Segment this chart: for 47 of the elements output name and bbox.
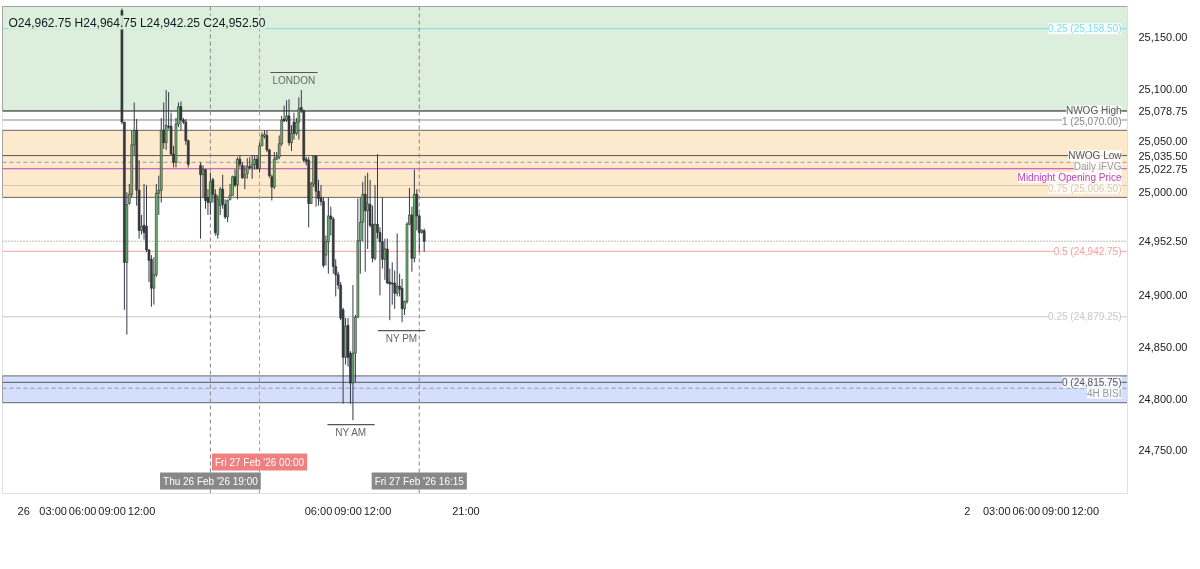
y-tick-label: 25,000.00 (1138, 186, 1188, 199)
y-tick-label: 25,035.50 (1138, 149, 1188, 162)
candlestick (199, 161, 202, 240)
ref-line-label: 4H BISI (1087, 387, 1122, 399)
candlestick (226, 198, 229, 223)
y-tick-label: 24,800.00 (1138, 392, 1188, 405)
ref-line-label: 0.25 (25,158.50) (1048, 23, 1122, 35)
y-tick-label: 25,022.75 (1138, 162, 1188, 175)
ref-line-label: 1 (25,070.00) (1062, 116, 1122, 128)
y-tick-label: 24,900.00 (1138, 289, 1188, 302)
ref-line-label: NWOG Low (1068, 150, 1123, 162)
x-tick-label: 09:00 (334, 504, 362, 517)
x-tick-label: 12:00 (127, 504, 156, 517)
y-tick-label: 24,952.50 (1138, 235, 1188, 248)
ref-line-label: 0 (24,815.75) (1062, 376, 1122, 388)
text: O24,962.75 H24,964.75 L24,942.25 C24,952.50 (8, 15, 266, 30)
y-tick-label: 24,850.00 (1138, 340, 1188, 353)
x-tick-label: 21:00 (452, 504, 480, 517)
x-tick-label: 09:00 (1041, 504, 1070, 517)
x-tick-label: 03:00 (983, 504, 1011, 517)
y-tick-label: 24,750.00 (1138, 444, 1188, 457)
y-tick-label: 25,078.75 (1138, 104, 1188, 117)
ref-line-label: Fri 27 Feb '26 00:00 (214, 456, 305, 468)
y-tick-label: 25,050.00 (1138, 134, 1188, 147)
x-tick-label: 06:00 (304, 504, 333, 517)
x-tick-label: 26 (17, 504, 30, 517)
x-tick-label: 12:00 (363, 504, 392, 517)
ref-line-label: Daily iFVG (1073, 161, 1122, 173)
candlestick (327, 196, 330, 275)
x-tick-label: 12:00 (1071, 504, 1099, 517)
ref-line-label: Thu 26 Feb '26 19:00 (163, 475, 259, 487)
y-tick-label: 25,100.00 (1138, 83, 1188, 96)
x-tick-label: 2 (964, 504, 971, 517)
ref-line-label: Fri 27 Feb '26 16:15 (374, 475, 465, 487)
x-tick-label: 06:00 (1012, 504, 1041, 517)
ref-line-label: NWOG High (1065, 105, 1122, 117)
y-tick-label: 25,150.00 (1138, 31, 1188, 44)
candlestick (209, 172, 212, 216)
x-tick-label: 03:00 (39, 504, 67, 517)
annotation: NY AM (335, 427, 367, 439)
annotation: LONDON (272, 75, 316, 87)
ref-line-label: 0.75 (25,006.50) (1048, 183, 1122, 195)
ref-line-label: Midnight Opening Price (1017, 172, 1122, 184)
ref-line-label: 0.5 (24,942.75) (1053, 245, 1122, 257)
x-tick-label: 09:00 (98, 504, 126, 517)
x-tick-label: 06:00 (68, 504, 97, 517)
annotation: NY PM (385, 333, 418, 345)
